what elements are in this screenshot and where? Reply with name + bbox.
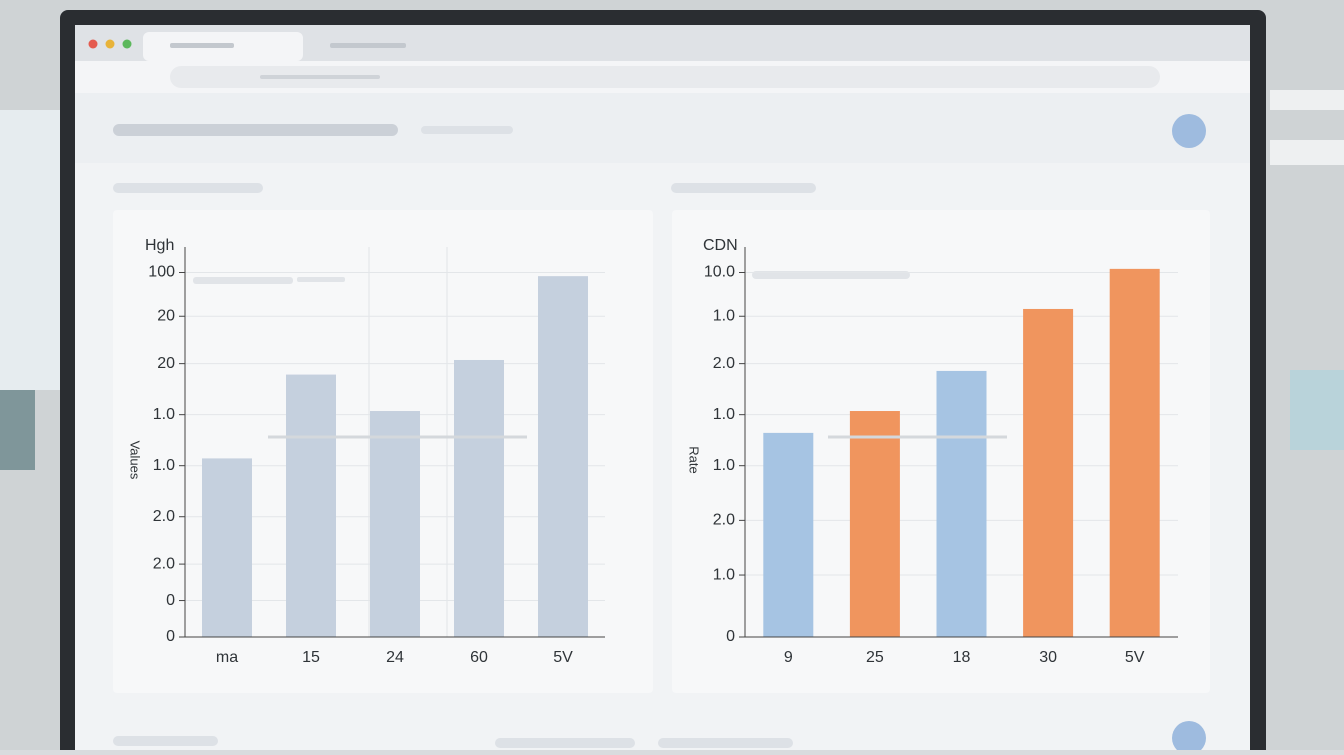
x-tick-label: 60 bbox=[470, 649, 488, 666]
section-placeholder bbox=[658, 738, 793, 748]
minimize-button[interactable] bbox=[105, 39, 115, 49]
section-placeholder bbox=[113, 183, 263, 193]
window-blur bbox=[0, 110, 60, 390]
y-tick-label: 2.0 bbox=[713, 355, 735, 372]
x-tick-label: 5V bbox=[1125, 649, 1145, 666]
bar bbox=[1109, 268, 1160, 637]
screen-blur bbox=[0, 390, 35, 470]
bar bbox=[1023, 308, 1074, 637]
y-tick-label: 1.0 bbox=[153, 406, 175, 423]
x-tick-label: 15 bbox=[302, 649, 320, 666]
bar bbox=[202, 458, 252, 637]
avatar[interactable] bbox=[1172, 114, 1206, 148]
y-tick-label: 1.0 bbox=[153, 457, 175, 474]
y-tick-label: 20 bbox=[157, 355, 175, 372]
y-tick-label: 0 bbox=[166, 628, 175, 645]
bar bbox=[454, 359, 504, 637]
section-placeholder bbox=[671, 183, 816, 193]
y-axis-label: Values bbox=[128, 441, 143, 480]
light-blur bbox=[1270, 90, 1344, 110]
x-tick-label: 9 bbox=[784, 649, 793, 666]
bar bbox=[370, 411, 420, 637]
y-tick-label: 1.0 bbox=[713, 566, 735, 583]
section-placeholder bbox=[113, 736, 218, 746]
y-tick-label: 1.0 bbox=[713, 457, 735, 474]
url-placeholder bbox=[260, 75, 380, 79]
y-tick-label: 0 bbox=[166, 592, 175, 609]
axis-title: Hgh bbox=[145, 237, 174, 254]
bar bbox=[286, 374, 336, 637]
charts: Hgh Values 0 0 2.0 2.0 1.0 1.0 20 20 100 ma 15 24 60 5V… bbox=[128, 237, 1178, 666]
x-tick-label: 30 bbox=[1039, 649, 1057, 666]
maximize-button[interactable] bbox=[122, 39, 132, 49]
y-tick-label: 10.0 bbox=[704, 264, 735, 281]
y-tick-label: 100 bbox=[148, 264, 175, 281]
close-button[interactable] bbox=[88, 39, 98, 49]
y-tick-label: 2.0 bbox=[153, 508, 175, 525]
x-tick-label: 25 bbox=[866, 649, 884, 666]
x-tick-label: ma bbox=[216, 649, 238, 666]
title-placeholder bbox=[113, 124, 398, 136]
subtitle-placeholder bbox=[421, 126, 513, 134]
axis-title: CDN bbox=[703, 237, 738, 254]
y-tick-label: 1.0 bbox=[713, 307, 735, 324]
section-placeholder bbox=[495, 738, 635, 748]
legend-placeholder bbox=[193, 277, 293, 284]
light-blur bbox=[1270, 140, 1344, 165]
address-bar[interactable] bbox=[170, 66, 1160, 88]
x-tick-label: 24 bbox=[386, 649, 404, 666]
y-tick-label: 0 bbox=[726, 628, 735, 645]
x-tick-label: 18 bbox=[953, 649, 971, 666]
bar bbox=[936, 370, 987, 637]
y-tick-label: 2.0 bbox=[713, 512, 735, 529]
avatar[interactable] bbox=[1172, 721, 1206, 755]
screen-blur bbox=[1290, 370, 1344, 450]
y-axis-label: Rate bbox=[687, 446, 702, 473]
tab-title-placeholder bbox=[170, 43, 234, 48]
y-tick-label: 1.0 bbox=[713, 406, 735, 423]
bar bbox=[538, 276, 588, 637]
bar bbox=[849, 411, 900, 637]
y-tick-label: 2.0 bbox=[153, 555, 175, 572]
x-tick-label: 5V bbox=[553, 649, 573, 666]
bar bbox=[763, 432, 814, 637]
tab-title-placeholder bbox=[330, 43, 406, 48]
legend-placeholder bbox=[297, 277, 345, 282]
y-tick-label: 20 bbox=[157, 307, 175, 324]
